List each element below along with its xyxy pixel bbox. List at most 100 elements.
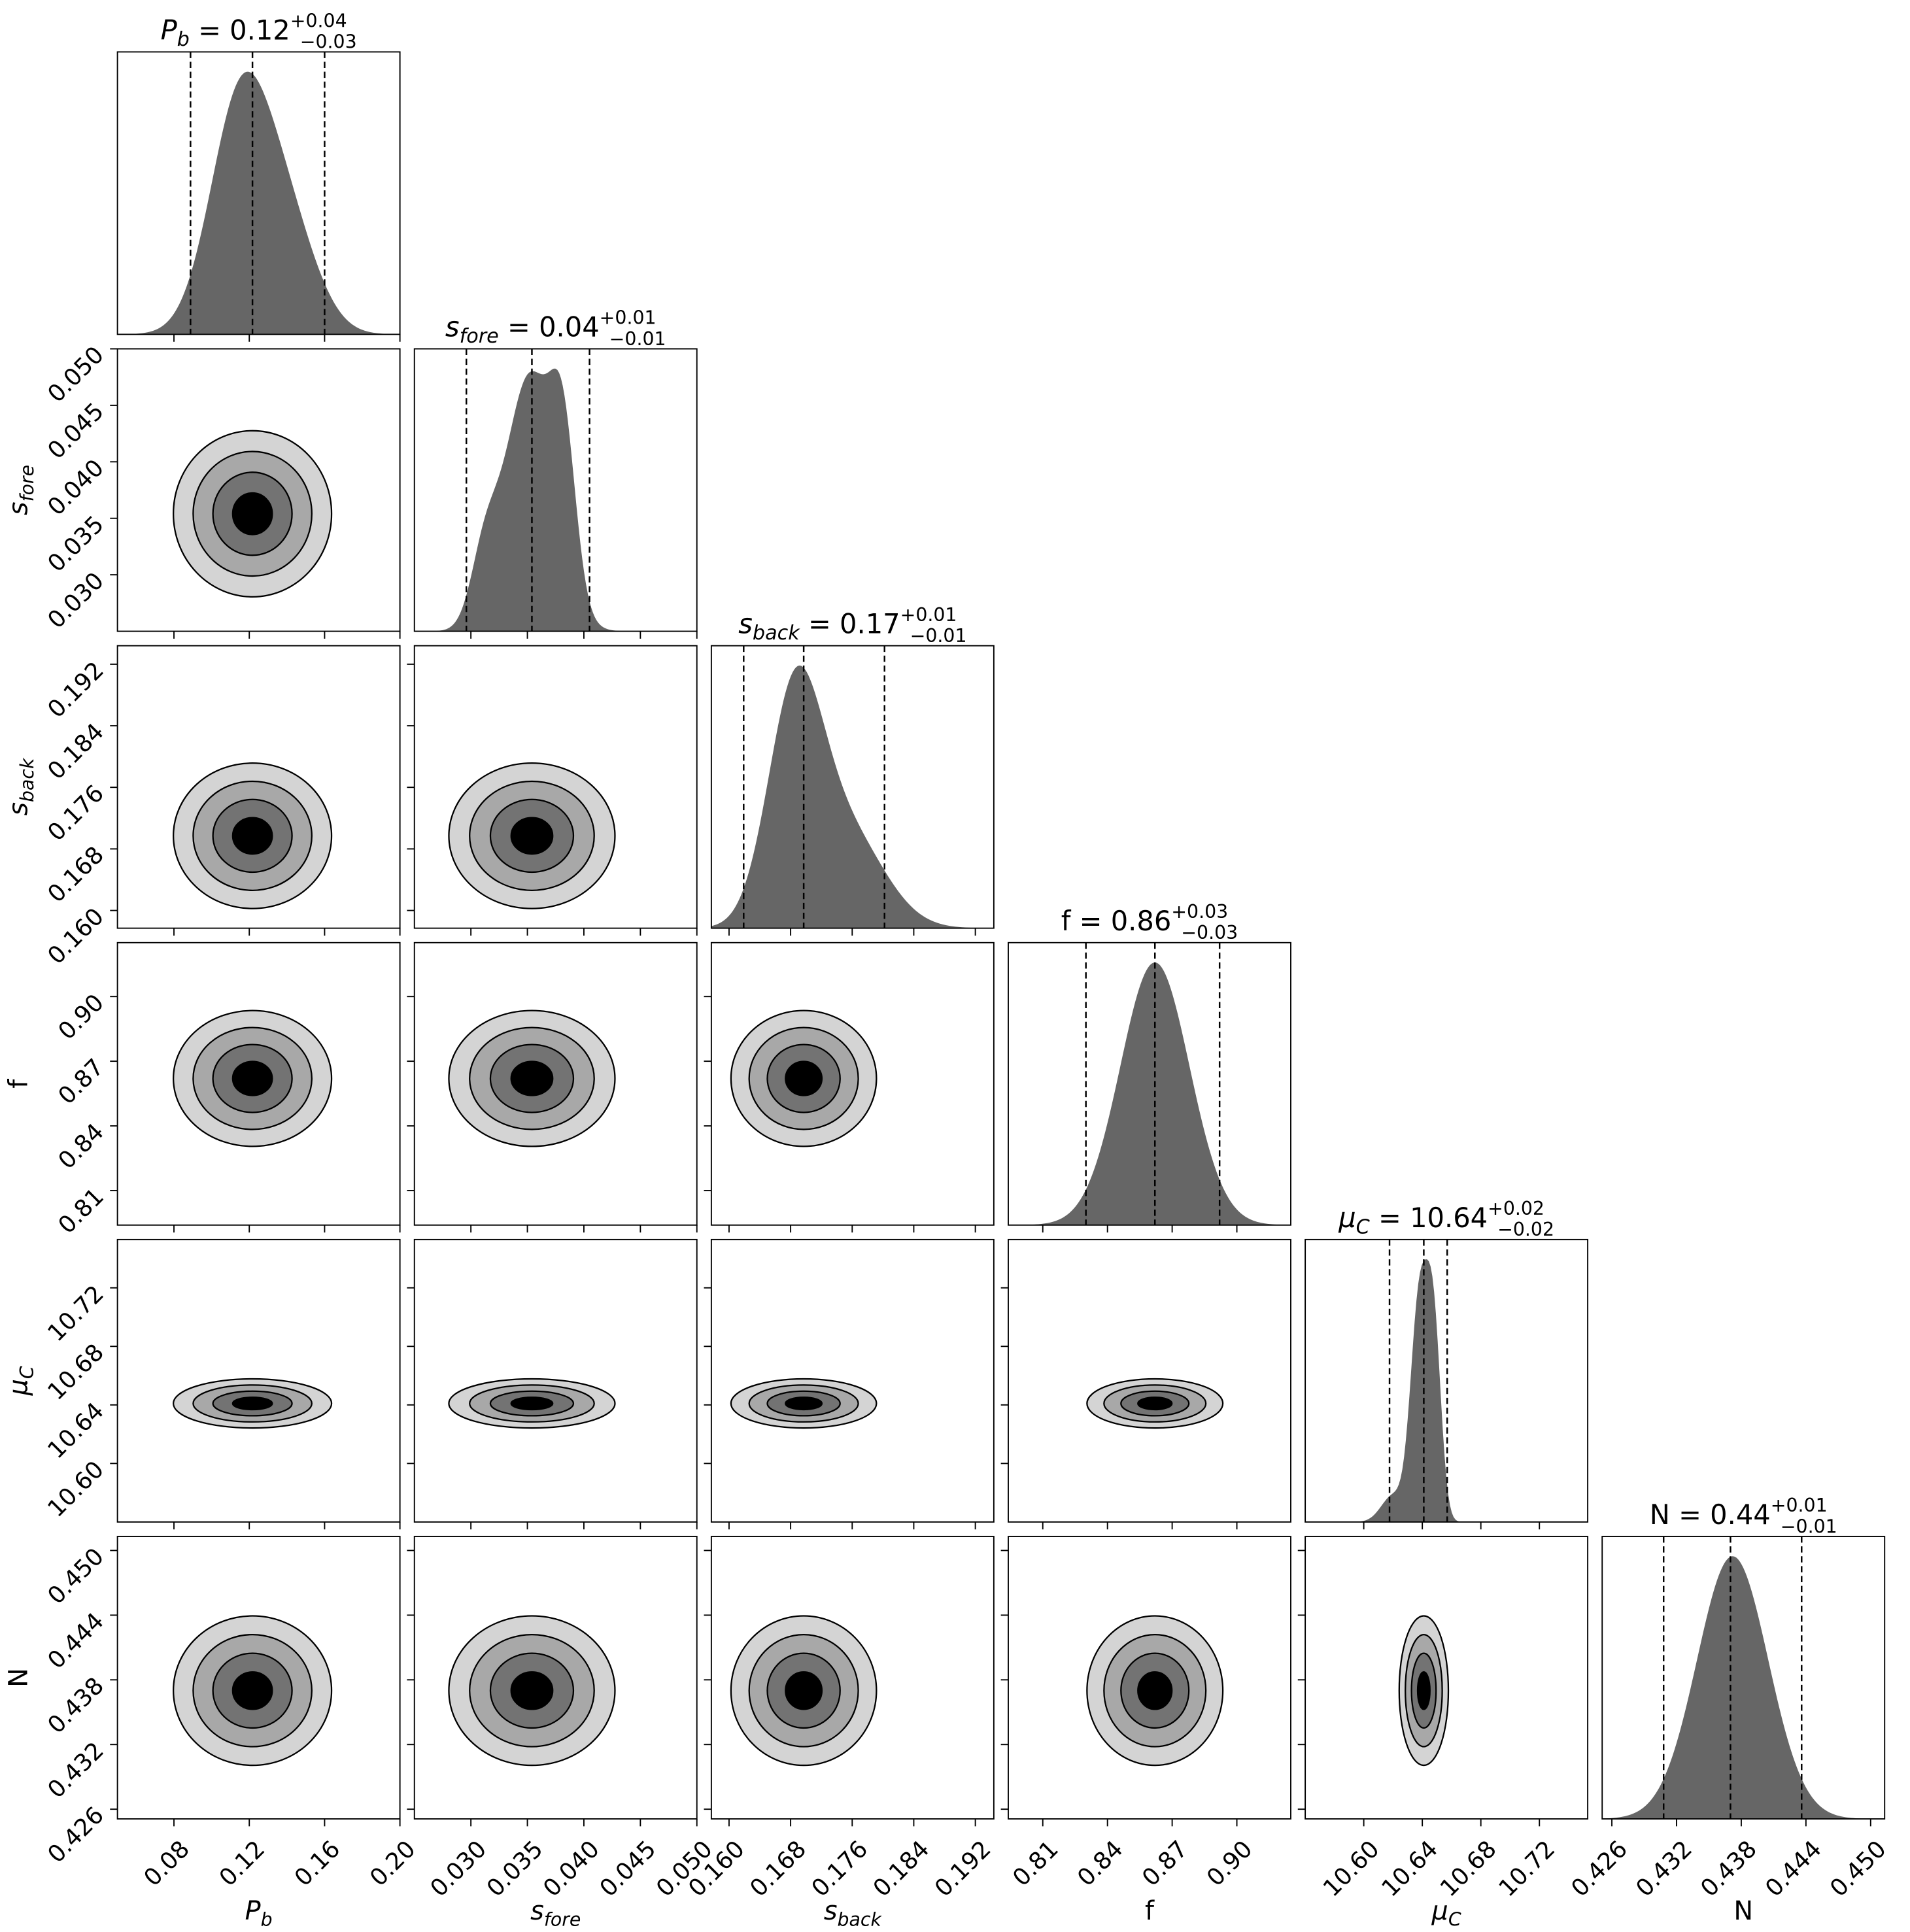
- panel-title: sfore = 0.04+0.01 −0.01: [445, 307, 666, 350]
- title-label: μ: [1338, 1202, 1356, 1234]
- x-tick-label: 0.045: [595, 1836, 662, 1903]
- histogram-fill: [1344, 1259, 1468, 1522]
- title-value: 0.44: [1710, 1499, 1771, 1531]
- title-minus-error: −0.03: [300, 31, 357, 53]
- x-axis-label-N: N: [1733, 1896, 1753, 1926]
- x-tick-label: 0.438: [1696, 1836, 1762, 1903]
- panel-title: f = 0.86+0.03 −0.03: [1061, 901, 1238, 943]
- y-tick-label: 10.60: [43, 1456, 109, 1523]
- x-tick-label: 0.192: [930, 1836, 997, 1903]
- label-subscript: C: [16, 1366, 38, 1379]
- contour-level-3: [231, 1397, 273, 1411]
- x-axis-label-muC: μC: [1431, 1896, 1461, 1930]
- title-value: 0.86: [1111, 905, 1172, 937]
- y-tick-label: 0.90: [54, 989, 110, 1045]
- title-label: s: [445, 311, 460, 343]
- histogram-fill: [1008, 962, 1291, 1225]
- histogram-panel-Pb: Pb = 0.12+0.04 −0.03: [116, 10, 401, 342]
- x-tick-label: 0.87: [1137, 1836, 1193, 1892]
- y-tick-label: 0.438: [43, 1672, 109, 1739]
- x-axis-label-sfore: sfore: [530, 1896, 581, 1930]
- panel-frame: [1305, 1238, 1589, 1523]
- title-minus-error: −0.02: [1497, 1219, 1554, 1240]
- contour-level-3: [510, 1060, 554, 1096]
- x-tick-label: 0.08: [139, 1836, 196, 1892]
- label-main: s: [4, 802, 34, 816]
- contour-level-3: [1416, 1671, 1431, 1710]
- x-tick-label: 0.12: [214, 1836, 271, 1892]
- panel-frame: [1008, 941, 1291, 1226]
- x-tick-label: 0.035: [482, 1836, 549, 1903]
- title-equals: =: [1670, 1499, 1710, 1531]
- y-tick-label: 10.64: [43, 1398, 109, 1465]
- label-main: s: [824, 1896, 838, 1926]
- histogram-panel-N: N = 0.44+0.01 −0.010.4260.4320.4380.4440.…: [1566, 1495, 1891, 1902]
- x-tick-label: 0.184: [868, 1836, 935, 1903]
- title-label: N: [1650, 1499, 1670, 1531]
- y-axis-label-N: N: [4, 1668, 34, 1687]
- panel-frame: [116, 941, 401, 1226]
- x-tick-label: 0.20: [365, 1836, 421, 1892]
- title-equals: =: [800, 608, 840, 640]
- title-minus-error: −0.01: [609, 328, 666, 350]
- x-tick-label: 0.030: [425, 1836, 492, 1903]
- x-tick-label: 0.426: [1566, 1836, 1633, 1903]
- y-tick-label: 0.450: [43, 1543, 109, 1610]
- y-tick-label: 10.72: [43, 1280, 109, 1347]
- label-main: f: [1145, 1896, 1155, 1926]
- y-axis-label-sback: sback: [4, 757, 38, 816]
- y-tick-label: 0.184: [43, 719, 109, 785]
- title-equals: =: [1370, 1202, 1410, 1234]
- title-label-sub: C: [1356, 1215, 1370, 1238]
- histogram-panel-sback: sback = 0.17+0.01 −0.01: [710, 604, 995, 936]
- panel-frame: [116, 1536, 401, 1820]
- label-main: P: [245, 1896, 261, 1926]
- contour-panel-sback-muC: [704, 1238, 995, 1530]
- panel-title: Pb = 0.12+0.04 −0.03: [161, 10, 357, 53]
- label-subscript: back: [838, 1909, 883, 1931]
- y-tick-label: 10.68: [43, 1339, 109, 1406]
- histogram-panel-sfore: sfore = 0.04+0.01 −0.01: [413, 307, 698, 639]
- contour-panel-Pb-f: 0.81 0.84 0.87 0.90: [54, 941, 401, 1239]
- y-tick-label: 0.84: [54, 1119, 110, 1175]
- x-tick-label: 0.040: [538, 1836, 605, 1903]
- y-axis-label-muC: μC: [4, 1366, 38, 1396]
- panel-title: sback = 0.17+0.01 −0.01: [738, 604, 966, 647]
- contour-panel-sback-f: [704, 941, 995, 1233]
- panel-frame: [710, 1238, 995, 1523]
- x-axis-label-sback: sback: [824, 1896, 883, 1930]
- title-label-sub: fore: [460, 325, 499, 348]
- title-plus-error: +0.01: [1771, 1495, 1828, 1516]
- contour-level-3: [785, 1397, 823, 1411]
- y-tick-label: 0.168: [43, 841, 109, 908]
- label-main: N: [4, 1668, 34, 1687]
- x-tick-label: 10.60: [1318, 1836, 1385, 1903]
- y-tick-label: 0.176: [43, 780, 109, 847]
- x-tick-label: 10.64: [1377, 1836, 1444, 1903]
- panel-frame: [413, 348, 698, 632]
- title-equals: =: [190, 14, 230, 46]
- y-tick-label: 0.040: [43, 454, 109, 521]
- contour-level-3: [785, 1671, 823, 1710]
- panel-frame: [413, 1238, 698, 1523]
- y-tick-label: 0.030: [43, 568, 109, 634]
- y-tick-label: 0.045: [43, 398, 109, 465]
- title-minus-error: −0.01: [1781, 1516, 1837, 1537]
- x-axis-label-f: f: [1145, 1896, 1155, 1926]
- x-tick-label: 10.72: [1494, 1836, 1561, 1903]
- label-subscript: b: [261, 1909, 273, 1931]
- title-value: 10.64: [1410, 1202, 1488, 1234]
- title-minus-error: −0.03: [1181, 922, 1238, 943]
- contour-level-3: [231, 1060, 273, 1096]
- y-axis-label-sfore: sfore: [4, 465, 38, 515]
- x-tick-label: 0.81: [1008, 1836, 1064, 1892]
- histogram-fill: [117, 71, 400, 335]
- contour-level-3: [231, 1671, 273, 1710]
- contour-panel-Pb-N: 0.08 0.12 0.16 0.20 0.4260.4320.4380.4440.45…: [43, 1536, 421, 1892]
- y-tick-label: 0.87: [54, 1054, 110, 1110]
